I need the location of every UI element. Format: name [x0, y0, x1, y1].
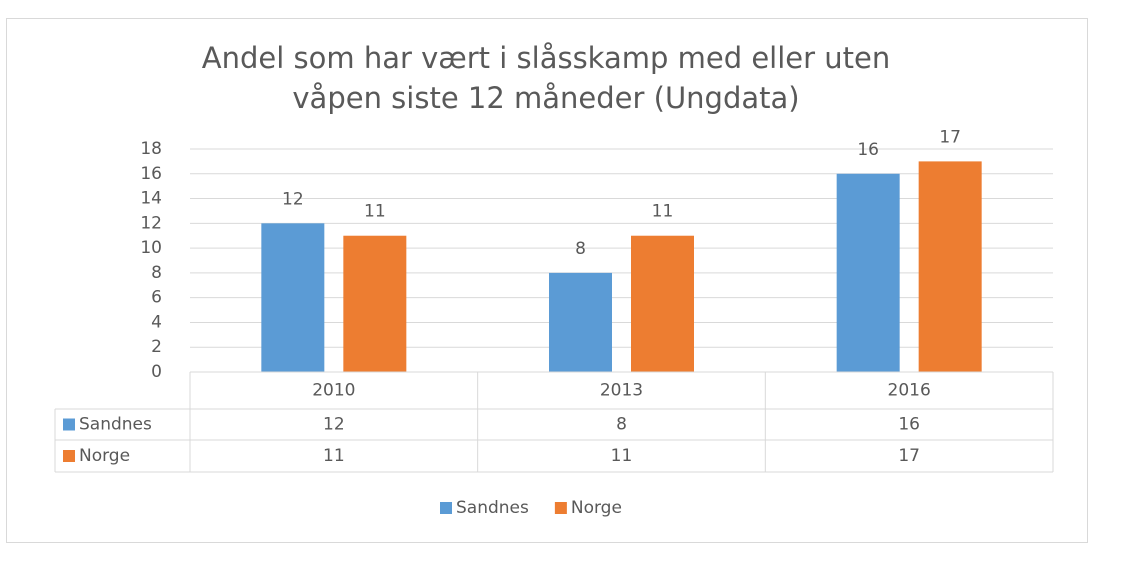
bar: [261, 223, 325, 372]
data-label: 8: [575, 239, 586, 259]
bar: [549, 272, 612, 372]
y-tick-label: 18: [140, 139, 162, 159]
y-tick-label: 0: [151, 362, 162, 382]
table-legend-key: [63, 450, 75, 462]
y-tick-label: 16: [140, 164, 162, 184]
chart-title: våpen siste 12 måneder (Ungdata): [292, 81, 799, 115]
table-cell: 11: [611, 446, 633, 466]
y-tick-label: 8: [151, 263, 162, 283]
table-cell: 8: [616, 415, 627, 435]
y-tick-label: 10: [140, 238, 162, 258]
data-label: 11: [652, 202, 674, 222]
table-row-label: Norge: [79, 446, 130, 466]
y-tick-label: 14: [140, 189, 162, 209]
x-tick-label: 2016: [888, 381, 931, 401]
x-tick-label: 2010: [312, 381, 355, 401]
legend-label: Sandnes: [456, 498, 529, 518]
legend-label: Norge: [571, 498, 622, 518]
data-label: 12: [282, 189, 304, 209]
data-label: 11: [364, 202, 386, 222]
table-cell: 12: [323, 415, 345, 435]
bar: [836, 173, 900, 372]
bar: [343, 235, 407, 372]
chart-frame: [6, 18, 1088, 543]
y-tick-label: 4: [151, 312, 162, 332]
x-tick-label: 2013: [600, 381, 643, 401]
table-cell: 17: [898, 446, 920, 466]
chart-title: Andel som har vært i slåsskamp med eller…: [202, 41, 891, 75]
y-tick-label: 6: [151, 288, 162, 308]
data-label: 17: [939, 127, 961, 147]
y-tick-label: 2: [151, 337, 162, 357]
table-cell: 11: [323, 446, 345, 466]
table-legend-key: [63, 418, 75, 431]
table-row-label: Sandnes: [79, 415, 152, 435]
table-cell: 16: [898, 415, 920, 435]
legend-key: [554, 502, 567, 514]
legend-key: [440, 502, 452, 514]
bar: [918, 161, 982, 372]
bar: [631, 235, 694, 372]
data-label: 16: [857, 140, 879, 160]
y-tick-label: 12: [140, 213, 162, 233]
